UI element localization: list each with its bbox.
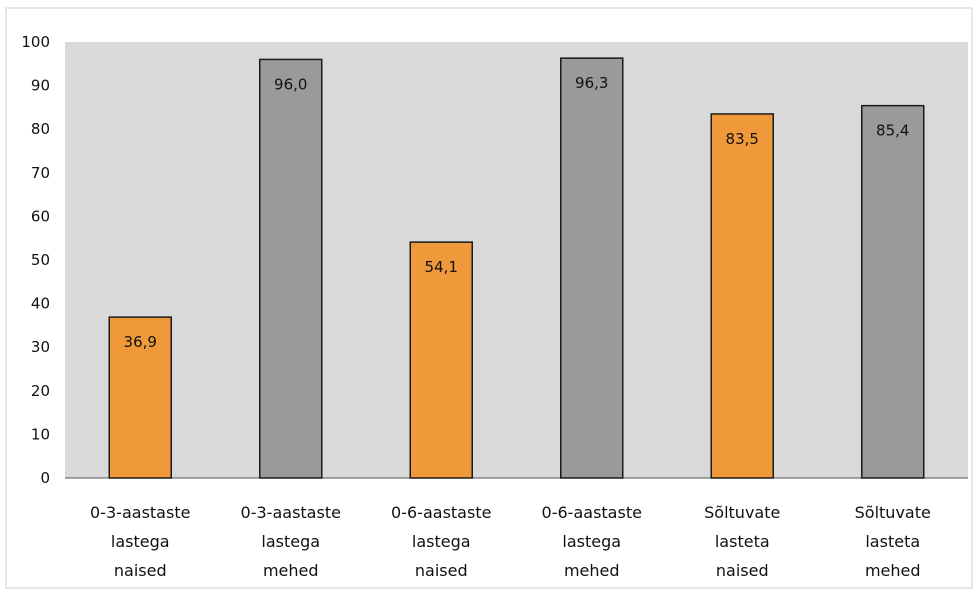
category-label-line: 0-3-aastaste <box>241 503 341 522</box>
bar <box>108 316 172 479</box>
category-label-line: Sõltuvate <box>704 503 780 522</box>
category-label-line: mehed <box>263 561 319 580</box>
category-label-line: Sõltuvate <box>855 503 931 522</box>
category-label-line: naised <box>716 561 769 580</box>
y-tick-label: 50 <box>31 251 50 269</box>
category-label-line: naised <box>415 561 468 580</box>
category-label: 0-6-aastaste lastega naised <box>391 503 491 580</box>
category-label-line: lastega <box>261 532 320 551</box>
y-tick-label: 70 <box>31 164 50 182</box>
category-label-line: lastega <box>111 532 170 551</box>
category-labels-group: 0-3-aastaste lastega naised 0-3-aastaste las… <box>90 503 931 580</box>
y-tick-label: 20 <box>31 382 50 400</box>
category-label-line: mehed <box>865 561 921 580</box>
category-label-line: lasteta <box>715 532 770 551</box>
category-label: 0-3-aastaste lastega naised <box>90 503 190 580</box>
category-label-line: 0-6-aastaste <box>542 503 642 522</box>
bar <box>560 57 624 479</box>
y-tick-label: 30 <box>31 338 50 356</box>
data-labels-group: 36,9 96,0 54,1 96,3 83,5 85,4 <box>124 74 910 351</box>
category-label-line: naised <box>114 561 167 580</box>
y-tick-label: 100 <box>21 33 50 51</box>
data-label: 36,9 <box>124 333 157 351</box>
category-label: 0-6-aastaste lastega mehed <box>542 503 642 580</box>
y-tick-label: 10 <box>31 425 50 443</box>
y-tick-label: 80 <box>31 120 50 138</box>
y-tick-label: 60 <box>31 207 50 225</box>
category-label-line: lastega <box>412 532 471 551</box>
y-axis-ticks: 0 10 20 30 40 50 60 70 80 90 100 <box>21 33 50 487</box>
category-label-line: lastega <box>562 532 621 551</box>
bars-group <box>108 57 925 479</box>
data-label: 96,0 <box>274 75 307 93</box>
y-tick-label: 0 <box>40 469 50 487</box>
category-label: Sõltuvate lasteta mehed <box>855 503 931 580</box>
data-label: 83,5 <box>726 130 759 148</box>
bar <box>710 113 774 479</box>
data-label: 54,1 <box>425 258 458 276</box>
y-tick-label: 90 <box>31 77 50 95</box>
category-label: Sõltuvate lasteta naised <box>704 503 780 580</box>
data-label: 85,4 <box>876 122 909 140</box>
bar <box>409 241 473 479</box>
bar <box>259 58 323 479</box>
category-label: 0-3-aastaste lastega mehed <box>241 503 341 580</box>
y-tick-label: 40 <box>31 295 50 313</box>
bar <box>861 104 925 479</box>
category-label-line: mehed <box>564 561 620 580</box>
category-label-line: 0-6-aastaste <box>391 503 491 522</box>
plot-area <box>65 42 968 478</box>
category-label-line: 0-3-aastaste <box>90 503 190 522</box>
category-label-line: lasteta <box>865 532 920 551</box>
data-label: 96,3 <box>575 74 608 92</box>
